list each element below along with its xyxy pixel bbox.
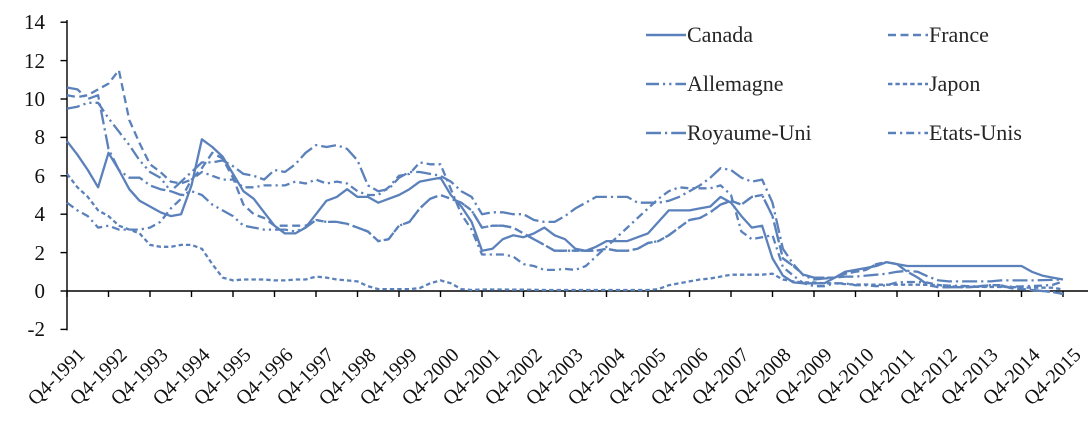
legend-item-japon: Japon xyxy=(888,71,1086,97)
legend-label: Royaume-Uni xyxy=(687,119,812,145)
y-tick-label: 12 xyxy=(24,48,45,73)
legend-item-france: France xyxy=(888,22,1086,48)
legend-label: Etats-Unis xyxy=(929,119,1022,145)
y-tick-label: 0 xyxy=(34,279,46,303)
y-tick-label: 4 xyxy=(34,202,46,227)
y-tick-label: -2 xyxy=(27,317,46,342)
y-tick-label: 2 xyxy=(34,240,46,265)
legend-marker-long-dash-dot xyxy=(646,131,686,134)
legend-label: Canada xyxy=(687,21,753,47)
legend-marker-solid xyxy=(646,33,686,36)
series-line-etats-unis xyxy=(66,161,1064,288)
legend-marker-short-dash xyxy=(888,82,928,85)
y-tick-label: 14 xyxy=(24,10,45,35)
series-line-royaume-uni xyxy=(66,86,1064,283)
legend-marker-dashed xyxy=(888,33,928,36)
series-line-japon xyxy=(66,173,1064,292)
y-tick-label: 10 xyxy=(24,87,45,111)
y-tick-label: 6 xyxy=(34,163,46,188)
legend: Canada France Allemagne Japon Royaume-Uni Eta… xyxy=(646,10,1086,157)
legend-item-royaume-uni: Royaume-Uni xyxy=(646,120,888,146)
series-line-canada xyxy=(66,138,1064,285)
legend-label: Allemagne xyxy=(687,70,784,96)
legend-item-canada: Canada xyxy=(646,22,888,48)
series-line-france xyxy=(66,69,1064,296)
legend-item-etats-unis: Etats-Unis xyxy=(888,120,1086,146)
legend-item-allemagne: Allemagne xyxy=(646,71,888,97)
legend-label: France xyxy=(929,21,989,47)
legend-label: Japon xyxy=(929,70,981,96)
y-tick-label: 8 xyxy=(34,125,46,150)
legend-marker-long-dash-dot-dot xyxy=(646,82,686,85)
legend-marker-dash-dot xyxy=(888,131,928,134)
